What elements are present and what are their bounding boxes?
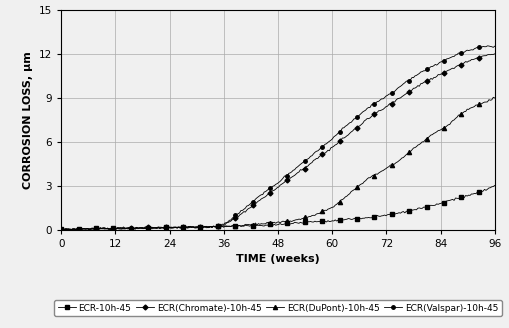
ECR(Valspar)-10h-45 — [314, 149, 320, 153]
ECR-10h-45 — [317, 219, 323, 223]
ECR(Chromate)-10h-45 — [314, 156, 320, 160]
Legend: ECR-10h-45, ECR(Chromate)-10h-45, ECR(DuPont)-10h-45, ECR(Valspar)-10h-45: ECR-10h-45, ECR(Chromate)-10h-45, ECR(Du… — [54, 300, 501, 316]
ECR(Valspar)-10h-45 — [58, 228, 64, 232]
ECR(Valspar)-10h-45 — [484, 44, 490, 48]
ECR(DuPont)-10h-45 — [422, 136, 429, 140]
ECR(DuPont)-10h-45 — [58, 228, 64, 232]
ECR(DuPont)-10h-45 — [489, 95, 495, 99]
ECR(DuPont)-10h-45 — [316, 212, 322, 215]
ECR(DuPont)-10h-45 — [323, 209, 329, 213]
Line: ECR-10h-45: ECR-10h-45 — [60, 184, 495, 231]
ECR(DuPont)-10h-45 — [60, 227, 66, 231]
ECR(Chromate)-10h-45 — [422, 79, 429, 83]
ECR-10h-45 — [65, 228, 71, 232]
ECR-10h-45 — [491, 184, 497, 188]
ECR(Valspar)-10h-45 — [316, 148, 322, 152]
ECR(Chromate)-10h-45 — [491, 52, 497, 56]
Y-axis label: CORROSION LOSS, µm: CORROSION LOSS, µm — [23, 51, 33, 189]
ECR(DuPont)-10h-45 — [491, 96, 497, 100]
ECR(Valspar)-10h-45 — [323, 142, 329, 146]
ECR(Valspar)-10h-45 — [422, 67, 429, 71]
X-axis label: TIME (weeks): TIME (weeks) — [236, 254, 319, 264]
ECR-10h-45 — [58, 227, 64, 231]
ECR(Chromate)-10h-45 — [58, 228, 64, 232]
ECR(DuPont)-10h-45 — [314, 212, 320, 215]
ECR(Valspar)-10h-45 — [60, 228, 66, 232]
ECR-10h-45 — [424, 204, 430, 208]
ECR-10h-45 — [451, 196, 458, 200]
Line: ECR(Valspar)-10h-45: ECR(Valspar)-10h-45 — [60, 44, 495, 231]
ECR-10h-45 — [316, 219, 322, 223]
ECR(Chromate)-10h-45 — [323, 150, 329, 154]
ECR(Valspar)-10h-45 — [491, 44, 497, 48]
ECR(Chromate)-10h-45 — [60, 227, 66, 231]
ECR(DuPont)-10h-45 — [450, 118, 456, 122]
Line: ECR(DuPont)-10h-45: ECR(DuPont)-10h-45 — [59, 95, 496, 232]
ECR(Chromate)-10h-45 — [450, 67, 456, 71]
ECR-10h-45 — [60, 227, 66, 231]
Line: ECR(Chromate)-10h-45: ECR(Chromate)-10h-45 — [60, 52, 495, 231]
ECR(Valspar)-10h-45 — [450, 54, 456, 58]
ECR-10h-45 — [324, 219, 330, 223]
ECR(Chromate)-10h-45 — [316, 154, 322, 158]
